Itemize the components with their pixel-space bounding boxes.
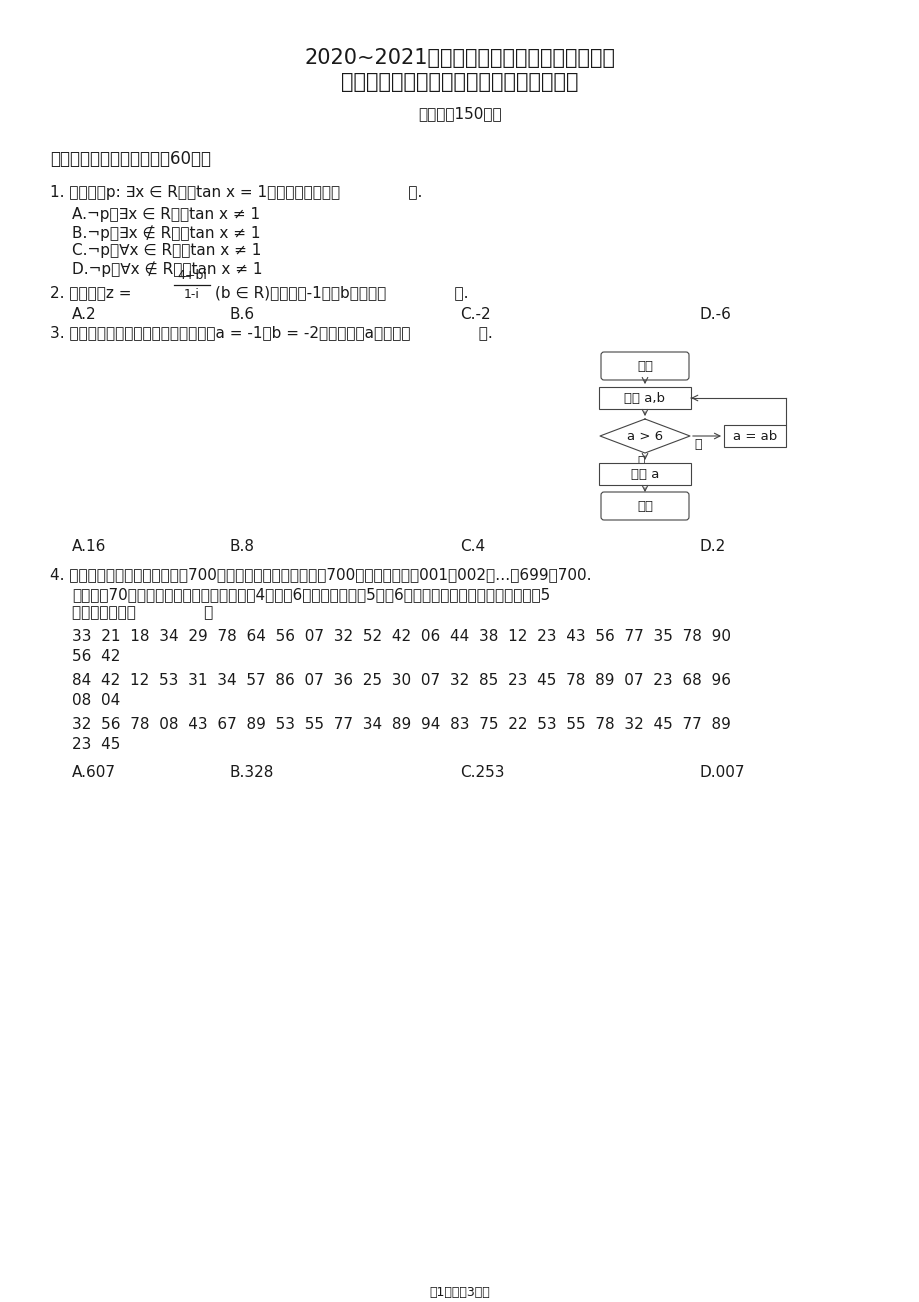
Text: 33  21  18  34  29  78  64  56  07  32  52  42  06  44  38  12  23  43  56  77  : 33 21 18 34 29 78 64 56 07 32 52 42 06 4…: [72, 629, 731, 644]
Text: 开始: 开始: [636, 359, 652, 372]
Text: D.¬p：∀x ∉ R，使tan x ≠ 1: D.¬p：∀x ∉ R，使tan x ≠ 1: [72, 260, 262, 277]
Text: 个样本编号是（              ）: 个样本编号是（ ）: [72, 605, 213, 620]
Text: D.2: D.2: [699, 539, 725, 553]
Bar: [598, 464, 690, 486]
Text: C.¬p：∀x ∈ R，使tan x ≠ 1: C.¬p：∀x ∈ R，使tan x ≠ 1: [72, 243, 261, 258]
Polygon shape: [599, 419, 689, 453]
Text: 23  45: 23 45: [72, 737, 120, 753]
Text: C.253: C.253: [460, 766, 504, 780]
Text: （满分：150分）: （满分：150分）: [418, 105, 501, 121]
Text: a = ab: a = ab: [732, 430, 777, 443]
Text: 2. 已知复数z =: 2. 已知复数z =: [50, 285, 136, 299]
Text: B.328: B.328: [230, 766, 274, 780]
Text: 大学附属中学高二下学期期中文科数学试卷: 大学附属中学高二下学期期中文科数学试卷: [341, 72, 578, 92]
Text: (b ∈ R)的实部为-1，则b的值为（              ）.: (b ∈ R)的实部为-1，则b的值为（ ）.: [215, 285, 468, 299]
Bar: [723, 424, 785, 447]
Text: 1. 已知命题p: ∃x ∈ R，使tan x = 1，命题的否定为（              ）.: 1. 已知命题p: ∃x ∈ R，使tan x = 1，命题的否定为（ ）.: [50, 185, 422, 201]
Text: 56  42: 56 42: [72, 648, 120, 664]
Text: C.4: C.4: [460, 539, 484, 553]
Text: 84  42  12  53  31  34  57  86  07  36  25  30  07  32  85  23  45  78  89  07  : 84 42 12 53 31 34 57 86 07 36 25 30 07 3…: [72, 673, 731, 687]
Text: 第1页（共3页）: 第1页（共3页）: [429, 1286, 490, 1299]
Text: 否: 否: [693, 437, 701, 450]
Text: C.-2: C.-2: [460, 307, 490, 322]
Text: 一、选择题（共十二题：共60分）: 一、选择题（共十二题：共60分）: [50, 150, 210, 168]
Text: 结束: 结束: [636, 500, 652, 513]
FancyBboxPatch shape: [600, 492, 688, 519]
Text: 2020~2021学年陕西省西安市碑林区西安交通: 2020~2021学年陕西省西安市碑林区西安交通: [304, 48, 615, 68]
FancyBboxPatch shape: [600, 352, 688, 380]
Text: B.8: B.8: [230, 539, 255, 553]
Text: A.607: A.607: [72, 766, 116, 780]
Text: 4+bi: 4+bi: [176, 270, 207, 283]
Text: A.2: A.2: [72, 307, 96, 322]
Text: a > 6: a > 6: [626, 430, 663, 443]
Text: B.¬p：∃x ∉ R，使tan x ≠ 1: B.¬p：∃x ∉ R，使tan x ≠ 1: [72, 225, 260, 241]
Text: 从中抽取70个样本，下图提供随机数表的第4行到第6行，若从表中第5行第6列开始向右读取数据，则得到的第5: 从中抽取70个样本，下图提供随机数表的第4行到第6行，若从表中第5行第6列开始向…: [72, 587, 550, 602]
Text: 4. 某工厂利用随机数表对生产的700个零件进行抽样测试，先将700个零件进行编号001、002、…、699、700.: 4. 某工厂利用随机数表对生产的700个零件进行抽样测试，先将700个零件进行编…: [50, 566, 591, 582]
Text: 是: 是: [636, 454, 644, 467]
Bar: [598, 387, 690, 409]
Text: D.-6: D.-6: [699, 307, 732, 322]
Text: B.6: B.6: [230, 307, 255, 322]
Text: 08  04: 08 04: [72, 693, 120, 708]
Text: A.¬p：∃x ∈ R，使tan x ≠ 1: A.¬p：∃x ∈ R，使tan x ≠ 1: [72, 207, 260, 223]
Text: 3. 执行如图所示的程序框图，如果输入a = -1，b = -2，则输出的a的值为（              ）.: 3. 执行如图所示的程序框图，如果输入a = -1，b = -2，则输出的a的值…: [50, 326, 493, 340]
Text: 输入 a,b: 输入 a,b: [624, 392, 664, 405]
Text: 32  56  78  08  43  67  89  53  55  77  34  89  94  83  75  22  53  55  78  32  : 32 56 78 08 43 67 89 53 55 77 34 89 94 8…: [72, 717, 730, 732]
Text: 1-i: 1-i: [184, 288, 199, 301]
Text: A.16: A.16: [72, 539, 107, 553]
Text: 输出 a: 输出 a: [630, 467, 659, 480]
Text: D.007: D.007: [699, 766, 744, 780]
